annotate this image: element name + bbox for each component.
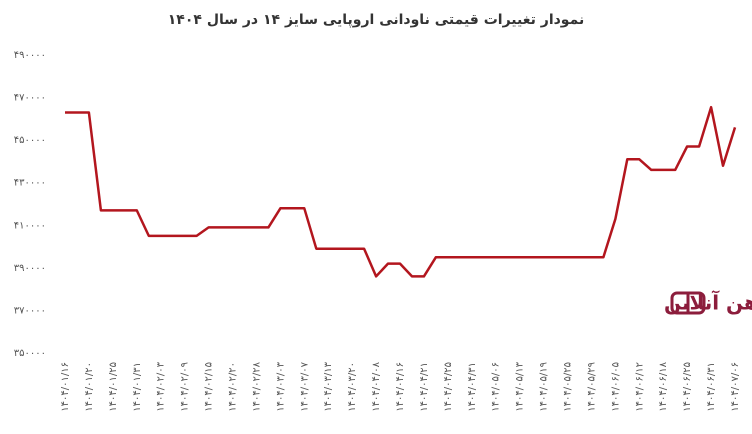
chart-title: نمودار تغییرات قیمتی ناودانی اروپایی سای…: [168, 12, 584, 28]
y-tick-label: ۴۳۰۰۰۰: [14, 178, 46, 189]
x-tick-label: ۱۴۰۴/۰۲/۲۸: [251, 361, 262, 411]
x-tick-label: ۱۴۰۴/۰۴/۲۱: [419, 362, 430, 412]
x-tick-label: ۱۴۰۴/۰۴/۱۶: [395, 362, 406, 412]
x-tick-label: ۱۴۰۴/۰۱/۳۱: [132, 362, 143, 412]
x-tick-label: ۱۴۰۴/۰۵/۰۶: [491, 362, 502, 412]
x-tick-label: ۱۴۰۴/۰۱/۲۰: [84, 362, 95, 412]
line: [65, 105, 737, 278]
x-tick-label: ۱۴۰۴/۰۵/۲۹: [586, 362, 597, 412]
x-tick-label: ۱۴۰۴/۰۳/۱۳: [323, 361, 334, 411]
x-tick-label: ۱۴۰۴/۰۶/۱۸: [658, 361, 669, 411]
x-tick-label: ۱۴۰۴/۰۱/۲۵: [108, 362, 119, 412]
logo: آهن آنلاین: [664, 290, 752, 315]
y-tick-label: ۳۵۰۰۰۰: [14, 348, 46, 359]
x-tick-label: ۱۴۰۴/۰۲/۱۵: [204, 362, 215, 412]
y-tick-label: ۳۹۰۰۰۰: [14, 263, 46, 274]
x-tick-label: ۱۴۰۴/۰۳/۲۰: [347, 362, 358, 412]
x-tick-label: ۱۴۰۴/۰۶/۰۵: [610, 362, 621, 412]
x-tick-label: ۱۴۰۴/۰۶/۱۲: [634, 362, 645, 412]
x-tick-label: ۱۴۰۴/۰۴/۰۸: [371, 361, 382, 411]
x-tick-label: ۱۴۰۴/۰۵/۲۵: [563, 362, 574, 412]
y-tick-label: ۴۷۰۰۰۰: [14, 93, 46, 104]
x-tick-label: ۱۴۰۴/۰۲/۰۳: [156, 361, 167, 411]
logo-text: آهن آنلاین: [664, 290, 752, 315]
x-tick-label: ۱۴۰۴/۰۳/۰۳: [275, 361, 286, 411]
x-tick-label: ۱۴۰۴/۰۴/۲۵: [443, 362, 454, 412]
x-tick-label: ۱۴۰۴/۰۷/۰۶: [730, 362, 741, 412]
x-tick-label: ۱۴۰۴/۰۴/۳۱: [467, 362, 478, 412]
x-tick-label: ۱۴۰۴/۰۶/۳۱: [706, 362, 717, 412]
x-tick-label: ۱۴۰۴/۰۳/۰۷: [299, 361, 310, 411]
y-tick-label: ۴۹۰۰۰۰: [14, 50, 46, 61]
x-tick-label: ۱۴۰۴/۰۵/۱۹: [539, 362, 550, 412]
y-tick-label: ۴۵۰۰۰۰: [14, 135, 46, 146]
x-tick-label: ۱۴۰۴/۰۲/۲۰: [228, 362, 239, 412]
x-tick-label: ۱۴۰۴/۰۱/۱۶: [60, 362, 71, 412]
y-tick-label: ۳۷۰۰۰۰: [14, 305, 46, 316]
y-tick-label: ۴۱۰۰۰۰: [14, 220, 46, 231]
x-tick-label: ۱۴۰۴/۰۵/۱۳: [515, 361, 526, 411]
x-tick-label: ۱۴۰۴/۰۲/۰۹: [180, 362, 191, 412]
x-tick-label: ۱۴۰۴/۰۶/۲۵: [682, 362, 693, 412]
